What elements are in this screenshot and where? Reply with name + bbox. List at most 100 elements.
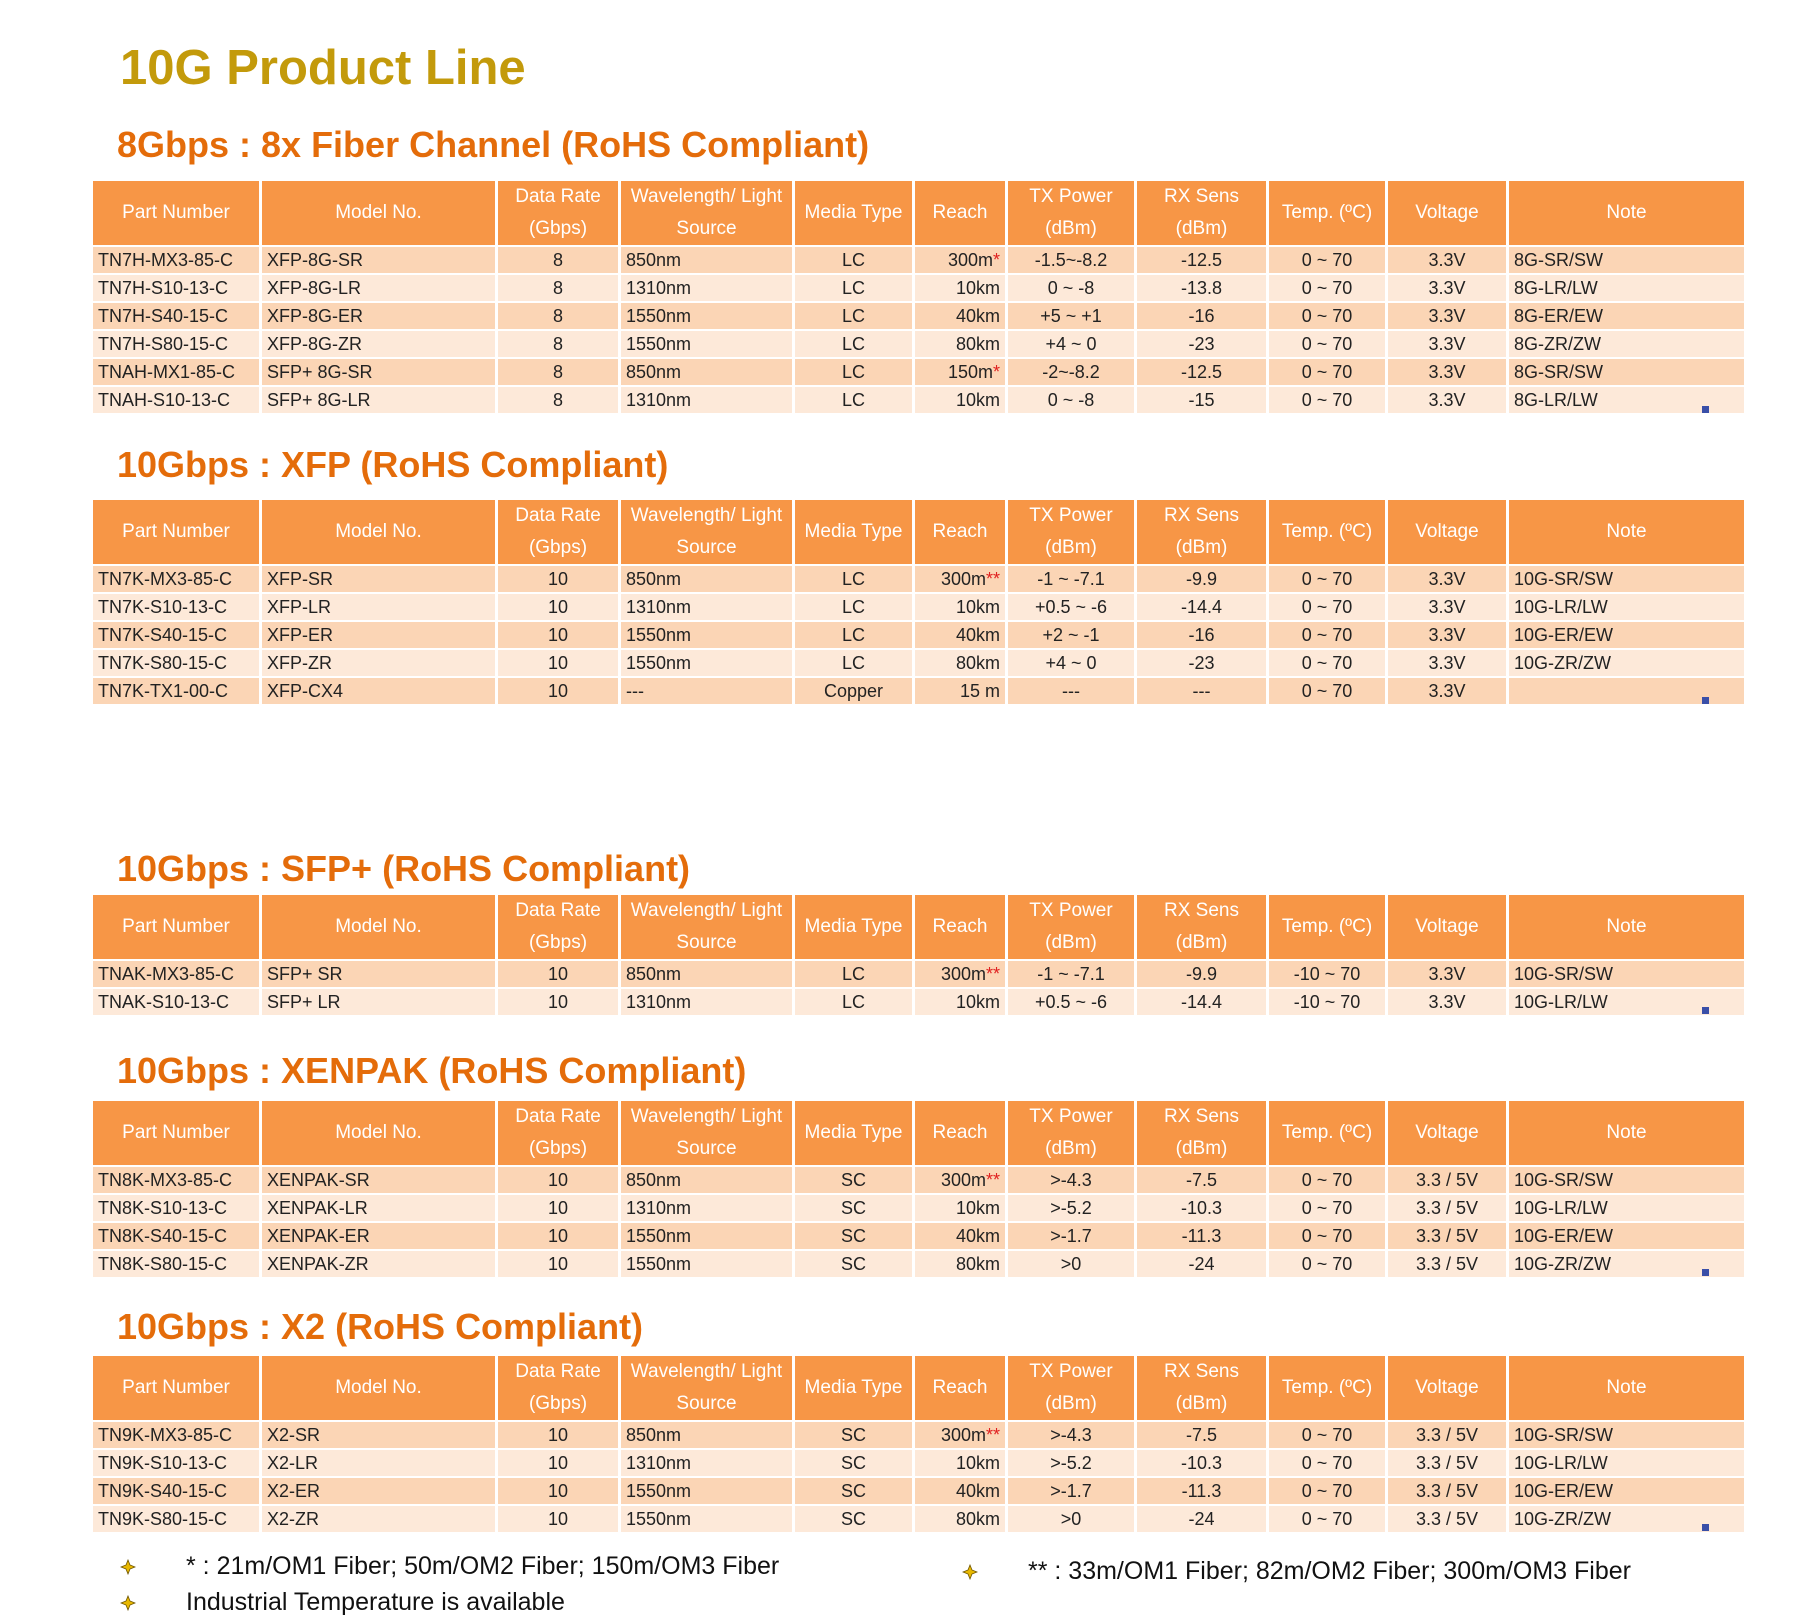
- reach-note: **: [985, 1424, 1000, 1445]
- table-row: TN7H-S80-15-C XFP-8G-ZR 8 1550nm LC 80km +4 ~ …: [93, 331, 1744, 357]
- reach-value: 40km: [955, 1480, 1000, 1501]
- table-cell: 850nm: [621, 1167, 792, 1193]
- table-cell: 10G-SR/SW: [1509, 1422, 1744, 1448]
- table-row: TN8K-S80-15-C XENPAK-ZR 10 1550nm SC 80km >0 -2…: [93, 1251, 1744, 1277]
- table-row: TN7K-TX1-00-C XFP-CX4 10 --- Copper 15 m --- --…: [93, 678, 1744, 704]
- table-cell: 10: [498, 1195, 618, 1221]
- table-cell: -23: [1137, 650, 1266, 676]
- table-cell: TN9K-S10-13-C: [93, 1450, 259, 1476]
- spec-table: Part Number Model No. Data Rate (Gbps) Wave…: [90, 893, 1747, 1017]
- table-row: TNAH-MX1-85-C SFP+ 8G-SR 8 850nm LC 150m* -2~-…: [93, 359, 1744, 385]
- table-row: TN7K-S80-15-C XFP-ZR 10 1550nm LC 80km +4 ~ 0-…: [93, 650, 1744, 676]
- table-row: TN8K-MX3-85-C XENPAK-SR 10 850nm SC 300m** >-4…: [93, 1167, 1744, 1193]
- table-cell: 8: [498, 303, 618, 329]
- spec-table: Part Number Model No. Data Rate (Gbps) Wave…: [90, 1099, 1747, 1279]
- table-cell: 40km: [915, 303, 1005, 329]
- table-cell: 0 ~ 70: [1269, 622, 1385, 648]
- table-cell: LC: [795, 622, 912, 648]
- column-header: Temp. (ºC): [1269, 895, 1385, 959]
- table-cell: X2-SR: [262, 1422, 495, 1448]
- table-cell: LC: [795, 961, 912, 987]
- column-header: Data Rate (Gbps): [498, 895, 618, 959]
- table-cell: 0 ~ 70: [1269, 1195, 1385, 1221]
- table-cell: >-5.2: [1008, 1195, 1134, 1221]
- column-header: Media Type: [795, 1101, 912, 1165]
- table-cell: 3.3V: [1388, 650, 1506, 676]
- table-cell: 0 ~ 70: [1269, 1167, 1385, 1193]
- corner-mark: [1702, 1269, 1709, 1277]
- column-header: Voltage: [1388, 500, 1506, 564]
- table-cell: -7.5: [1137, 1167, 1266, 1193]
- table-cell: 40km: [915, 1223, 1005, 1249]
- table-cell: LC: [795, 566, 912, 592]
- table-cell: TN7K-MX3-85-C: [93, 566, 259, 592]
- reach-value: 80km: [955, 652, 1000, 673]
- table-cell: 0 ~ -8: [1008, 387, 1134, 413]
- column-header: Temp. (ºC): [1269, 1356, 1385, 1420]
- table-cell: 0 ~ 70: [1269, 1251, 1385, 1277]
- column-header: Model No.: [262, 500, 495, 564]
- header-row: Part Number Model No. Data Rate (Gbps) Wave…: [93, 500, 1744, 564]
- table-cell: >-5.2: [1008, 1450, 1134, 1476]
- reach-value: 300m: [940, 1169, 986, 1190]
- column-header: Wavelength/ Light Source: [621, 1101, 792, 1165]
- table-row: TN7H-S40-15-C XFP-8G-ER 8 1550nm LC 40km +5 ~ …: [93, 303, 1744, 329]
- table-cell: TNAK-S10-13-C: [93, 989, 259, 1015]
- column-header: Model No.: [262, 895, 495, 959]
- table-cell: 10: [498, 1223, 618, 1249]
- table-cell: LC: [795, 359, 912, 385]
- column-header: Wavelength/ Light Source: [621, 500, 792, 564]
- table-cell: 0 ~ -8: [1008, 275, 1134, 301]
- table-row: TN8K-S40-15-C XENPAK-ER 10 1550nm SC 40km >-1.…: [93, 1223, 1744, 1249]
- table-cell: 10: [498, 989, 618, 1015]
- table-cell: TN7K-S40-15-C: [93, 622, 259, 648]
- table-cell: TN7H-S10-13-C: [93, 275, 259, 301]
- table-cell: 10G-LR/LW: [1509, 594, 1744, 620]
- reach-value: 15 m: [959, 680, 1000, 701]
- table-cell: -1.5~-8.2: [1008, 247, 1134, 273]
- header-row: Part Number Model No. Data Rate (Gbps) Wave…: [93, 1356, 1744, 1420]
- column-header: Reach: [915, 895, 1005, 959]
- table-cell: 3.3V: [1388, 989, 1506, 1015]
- table-cell: 850nm: [621, 359, 792, 385]
- table-row: TNAK-S10-13-C SFP+ LR 10 1310nm LC 10km +0.5 ~…: [93, 989, 1744, 1015]
- column-header: Temp. (ºC): [1269, 1101, 1385, 1165]
- table-cell: -15: [1137, 387, 1266, 413]
- table-cell: LC: [795, 247, 912, 273]
- reach-note: **: [985, 963, 1000, 984]
- table-cell: -10.3: [1137, 1195, 1266, 1221]
- column-header: RX Sens (dBm): [1137, 181, 1266, 245]
- table-cell: 1550nm: [621, 303, 792, 329]
- table-cell: 0 ~ 70: [1269, 678, 1385, 704]
- column-header: Reach: [915, 1356, 1005, 1420]
- reach-value: 300m: [940, 963, 986, 984]
- table-cell: 1550nm: [621, 622, 792, 648]
- table-cell: +2 ~ -1: [1008, 622, 1134, 648]
- table-cell: 10G-ZR/ZW: [1509, 1506, 1744, 1532]
- table-cell: TN7H-S80-15-C: [93, 331, 259, 357]
- table-row: TN8K-S10-13-C XENPAK-LR 10 1310nm SC 10km >-5.…: [93, 1195, 1744, 1221]
- table-cell: 10G-SR/SW: [1509, 566, 1744, 592]
- reach-value: 300m: [940, 1424, 986, 1445]
- table-cell: 1550nm: [621, 1223, 792, 1249]
- table-cell: XFP-8G-LR: [262, 275, 495, 301]
- column-header: TX Power (dBm): [1008, 181, 1134, 245]
- table-cell: SC: [795, 1167, 912, 1193]
- column-header: Voltage: [1388, 1101, 1506, 1165]
- table-cell: SC: [795, 1478, 912, 1504]
- table-cell: 300m**: [915, 566, 1005, 592]
- table-cell: -1 ~ -7.1: [1008, 566, 1134, 592]
- table-cell: 10G-ER/EW: [1509, 1223, 1744, 1249]
- table-cell: 15 m: [915, 678, 1005, 704]
- reach-value: 40km: [955, 1225, 1000, 1246]
- table-cell: 1310nm: [621, 1195, 792, 1221]
- column-header: Reach: [915, 1101, 1005, 1165]
- table-cell: 3.3 / 5V: [1388, 1251, 1506, 1277]
- column-header: Part Number: [93, 181, 259, 245]
- table-cell: 3.3V: [1388, 275, 1506, 301]
- table-cell: 1310nm: [621, 594, 792, 620]
- table-cell: -10 ~ 70: [1269, 961, 1385, 987]
- reach-value: 80km: [955, 1253, 1000, 1274]
- column-header: Temp. (ºC): [1269, 181, 1385, 245]
- table-cell: TN9K-S80-15-C: [93, 1506, 259, 1532]
